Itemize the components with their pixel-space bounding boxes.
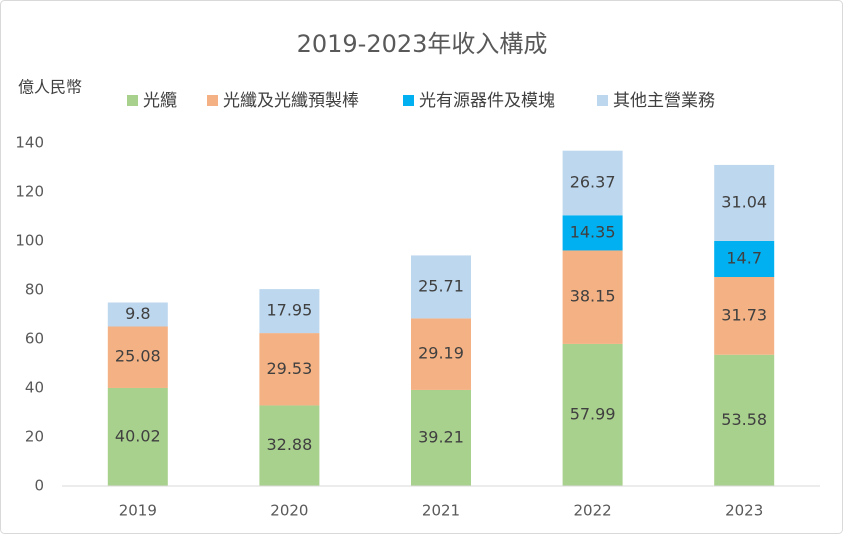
legend-label: 其他主營業務 (613, 91, 715, 111)
data-label: 53.58 (721, 410, 767, 429)
x-tick-label: 2020 (270, 502, 308, 520)
data-label: 25.08 (115, 347, 161, 366)
bar-segment (259, 333, 320, 406)
legend-swatch (403, 95, 414, 106)
data-label: 31.04 (721, 192, 767, 211)
data-label: 9.8 (125, 304, 150, 323)
data-label: 31.73 (721, 305, 767, 324)
legend-label: 光纖及光纖預製棒 (223, 91, 359, 111)
data-label: 57.99 (570, 404, 616, 423)
bar-segment (562, 250, 623, 344)
y-tick-label: 80 (25, 281, 44, 299)
legend-label: 光纜 (143, 91, 177, 111)
data-label: 38.15 (570, 287, 616, 306)
data-label: 29.53 (266, 359, 312, 378)
x-tick-label: 2019 (119, 502, 157, 520)
legend-swatch (597, 95, 608, 106)
y-tick-label: 0 (34, 477, 44, 495)
y-tick-label: 40 (25, 379, 44, 397)
bar-segment (107, 326, 168, 388)
data-label: 25.71 (418, 276, 464, 295)
bar-segment (562, 150, 623, 216)
x-tick-label: 2021 (422, 502, 460, 520)
bar-segment (714, 240, 775, 277)
y-axis-label: 億人民幣 (18, 78, 82, 97)
bar-segment (411, 389, 471, 486)
data-label: 14.7 (726, 248, 762, 267)
data-label: 29.19 (418, 344, 464, 363)
bar-segment (259, 405, 320, 486)
bar-segment (562, 343, 623, 486)
bar-segment (714, 164, 775, 241)
data-label: 39.21 (418, 427, 464, 446)
bar-segment (259, 289, 320, 334)
data-label: 40.02 (115, 426, 161, 445)
x-tick-label: 2022 (574, 502, 612, 520)
bar-segment (107, 387, 168, 486)
y-tick-label: 60 (25, 330, 44, 348)
x-tick-label: 2023 (725, 502, 763, 520)
legend-swatch (207, 95, 218, 106)
y-tick-label: 120 (15, 183, 44, 201)
y-tick-label: 20 (25, 428, 44, 446)
bar-segment (411, 318, 471, 390)
chart-title: 2019-2023年收入構成 (297, 30, 548, 58)
y-tick-label: 140 (15, 134, 44, 152)
bar-segment (714, 276, 775, 355)
bar-segment (562, 215, 623, 251)
data-label: 17.95 (266, 301, 312, 320)
bar-segment (411, 255, 471, 319)
legend-swatch (127, 95, 138, 106)
bar-segment (107, 302, 168, 327)
y-tick-label: 100 (15, 232, 44, 250)
bar-segment (714, 354, 775, 486)
data-label: 32.88 (266, 435, 312, 454)
data-label: 14.35 (570, 222, 616, 241)
data-label: 26.37 (570, 172, 616, 191)
legend-label: 光有源器件及模塊 (419, 91, 555, 111)
